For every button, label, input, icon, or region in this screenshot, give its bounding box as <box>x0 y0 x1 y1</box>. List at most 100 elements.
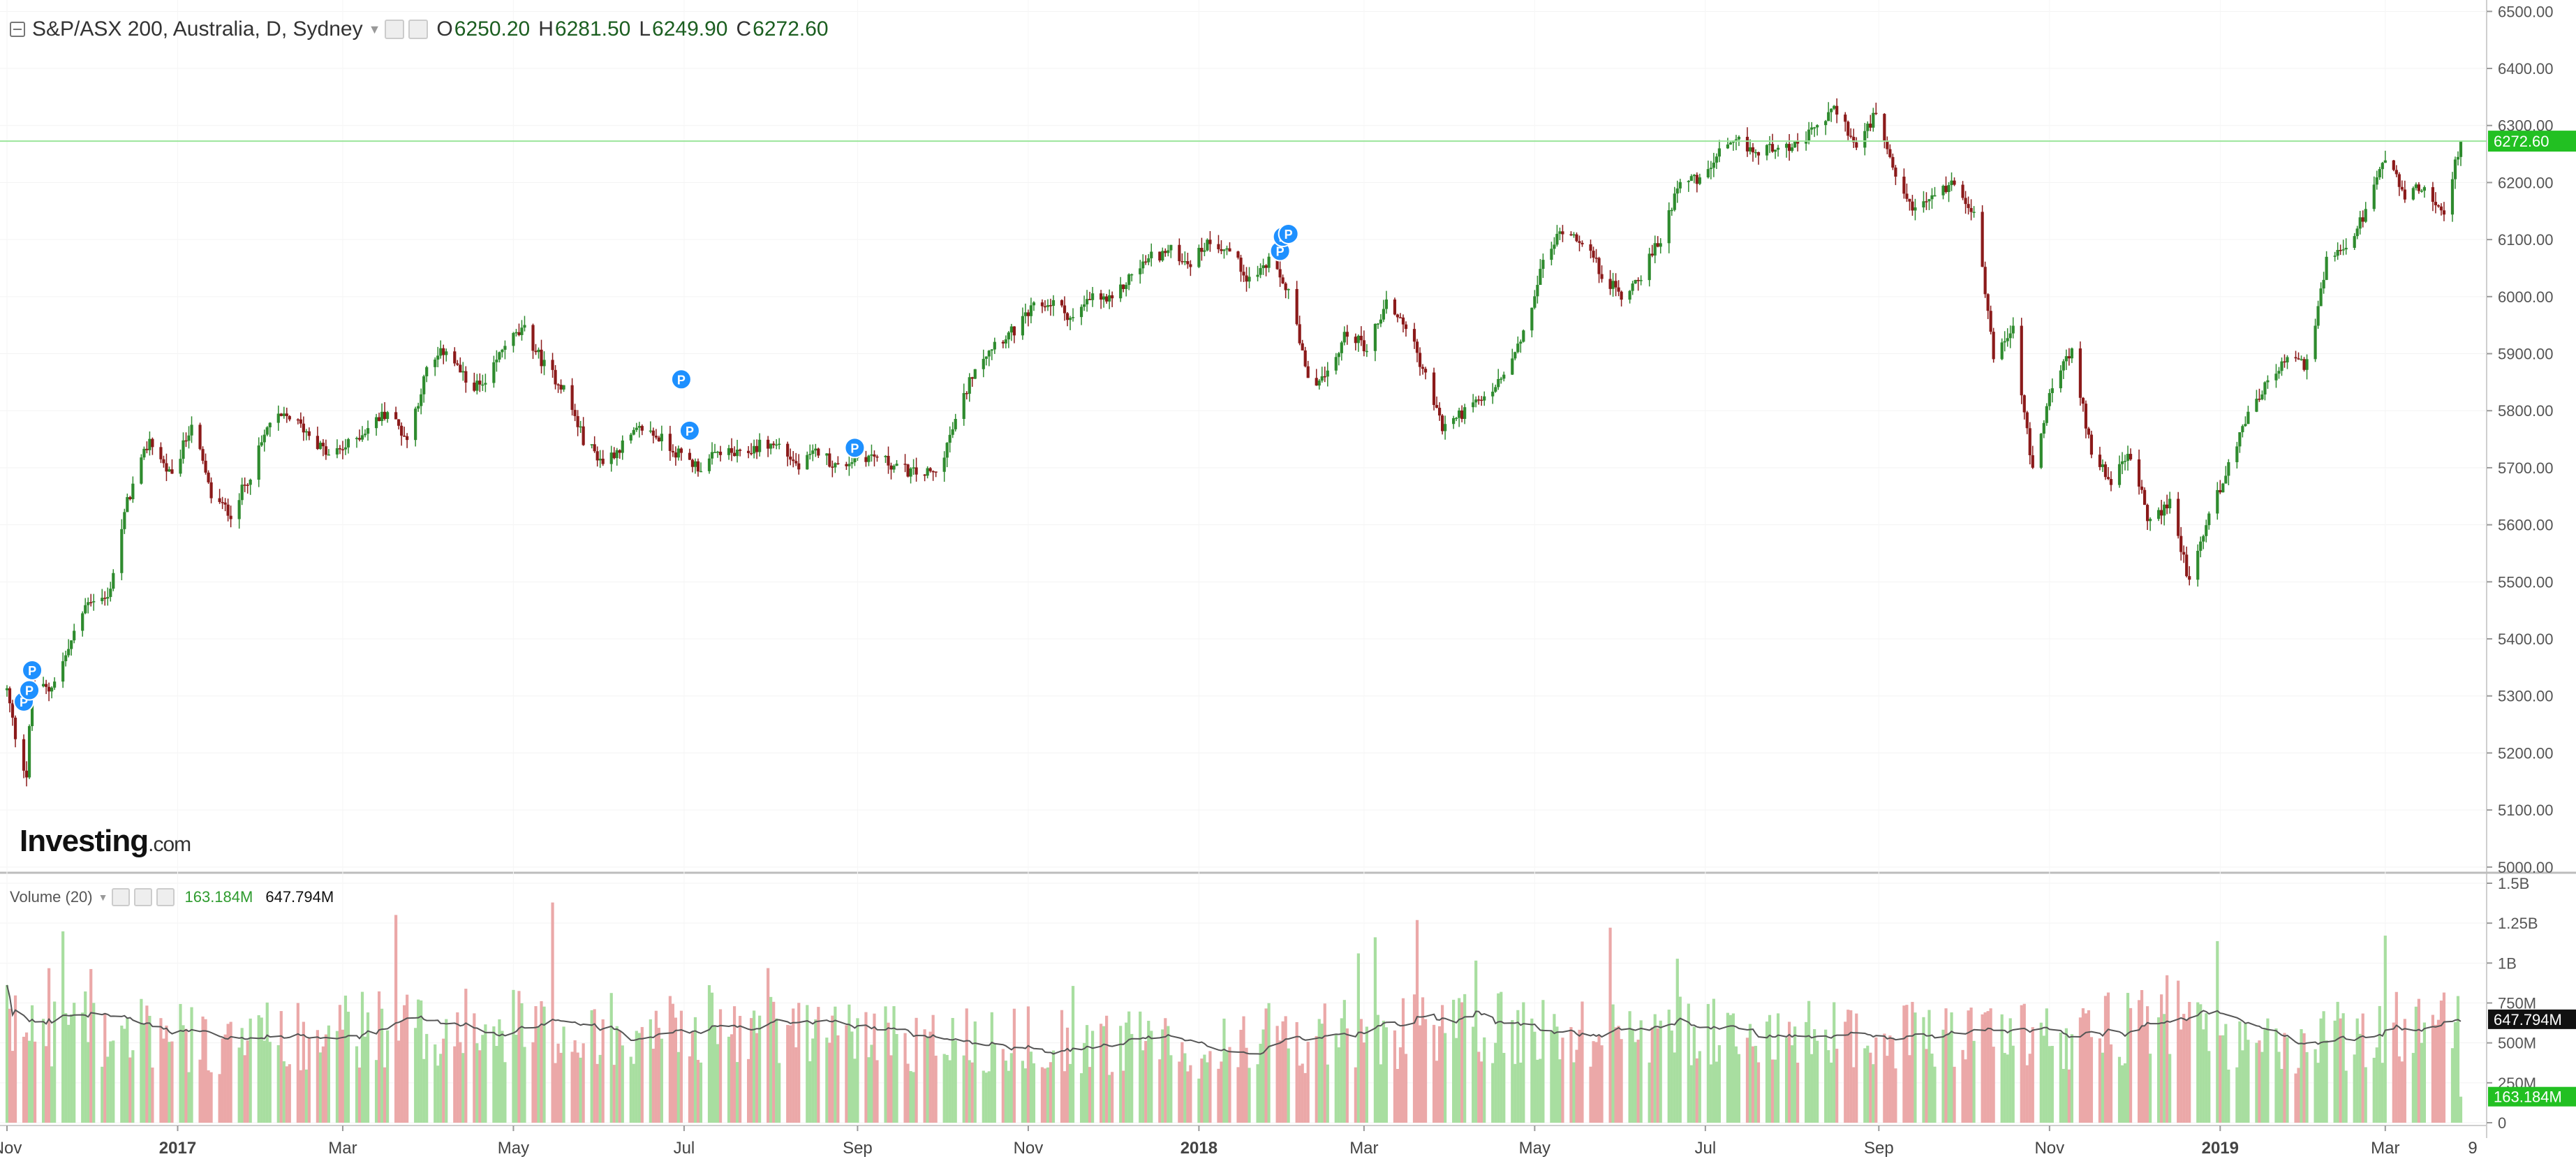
candle-body <box>2453 159 2457 179</box>
candle-body <box>688 452 692 460</box>
volume-bar <box>2305 1051 2309 1123</box>
candle-body <box>1001 341 1005 344</box>
volume-bar <box>1158 1059 1162 1123</box>
price-tick-label: 5700.00 <box>2498 459 2554 477</box>
close-icon[interactable] <box>156 888 175 906</box>
volume-bar <box>246 1040 249 1123</box>
volume-title[interactable]: Volume (20) <box>10 888 93 906</box>
volume-bar <box>2459 1096 2463 1123</box>
volume-bar <box>2434 1024 2438 1123</box>
candle-body <box>1594 258 1598 259</box>
candle-body <box>198 425 202 450</box>
candle-body <box>276 413 280 423</box>
candle-body <box>492 362 496 383</box>
gear-icon[interactable] <box>408 20 429 39</box>
candle-body <box>204 460 207 473</box>
volume-bar <box>89 968 93 1123</box>
candle-body <box>1029 305 1033 316</box>
candle-body <box>1228 248 1231 252</box>
volume-legend: Volume (20) ▼ 163.184M 647.794M <box>10 885 334 909</box>
last-volume-tag <box>2488 1086 2576 1107</box>
volume-bar <box>1953 1066 1956 1123</box>
chevron-down-icon[interactable]: ▼ <box>98 892 108 903</box>
candle-body <box>2280 361 2283 371</box>
candle-body <box>1440 415 1444 431</box>
volume-bar <box>484 1024 487 1123</box>
candle-body <box>1589 244 1592 251</box>
volume-bar <box>1315 1035 1318 1123</box>
volume-bar <box>1930 1054 1934 1123</box>
close-value: 6272.60 <box>753 17 829 40</box>
candle-body <box>484 383 487 385</box>
volume-bar <box>1139 1011 1142 1123</box>
volume-bar <box>1756 1062 1761 1123</box>
chevron-down-icon[interactable]: ▼ <box>368 22 381 36</box>
candle-body <box>1787 144 1791 152</box>
candle-body <box>1592 251 1595 258</box>
candle-body <box>1040 302 1044 307</box>
volume-bar <box>1617 1026 1620 1123</box>
candle-body <box>1519 341 1523 344</box>
candle-body <box>473 382 476 391</box>
candle-body <box>1500 378 1503 380</box>
symbol-title[interactable]: S&P/ASX 200, Australia, D, Sydney <box>32 17 363 40</box>
candle-body <box>2103 464 2108 478</box>
candle-body <box>2361 217 2364 222</box>
candle-body <box>850 462 854 464</box>
volume-bar <box>1731 1013 1735 1123</box>
volume-tick-label: 500M <box>2498 1035 2536 1052</box>
candle-body <box>1012 326 1016 336</box>
settings-icon[interactable] <box>385 20 405 39</box>
volume-bar <box>2003 1053 2006 1123</box>
volume-bar <box>223 1034 227 1123</box>
volume-bar <box>1902 1005 1906 1123</box>
candle-body <box>296 419 299 421</box>
gear-icon[interactable] <box>134 888 153 906</box>
volume-bar <box>1536 1059 1539 1123</box>
candle-body <box>2450 179 2455 215</box>
candle-body <box>1953 180 1956 185</box>
volume-bar <box>2142 1026 2147 1123</box>
volume-bar <box>710 992 714 1123</box>
candle-body <box>501 349 504 353</box>
volume-bar <box>520 1003 524 1123</box>
candle-body <box>615 450 619 459</box>
volume-bar <box>1575 1049 1578 1123</box>
volume-bar <box>718 1009 723 1123</box>
last-price-tag <box>2488 131 2576 152</box>
volume-bar <box>1401 998 1405 1123</box>
candle-body <box>845 464 848 466</box>
volume-bar <box>1102 1026 1106 1123</box>
candle-body <box>867 455 871 462</box>
volume-bar <box>2199 1004 2203 1123</box>
candle-body <box>1376 323 1380 325</box>
candle-body <box>2227 462 2230 476</box>
candle-body <box>414 408 417 441</box>
volume-bar <box>2436 1019 2441 1123</box>
candle-body <box>554 369 557 385</box>
event-marker-icon <box>670 369 692 390</box>
candle-body <box>92 601 96 603</box>
candle-body <box>47 686 51 692</box>
candle-body <box>67 649 71 656</box>
volume-bar <box>1925 1049 1928 1123</box>
candle-body <box>2394 170 2398 175</box>
volume-bar <box>366 1012 370 1123</box>
candle-body <box>612 452 616 459</box>
volume-bar <box>1236 1067 1240 1123</box>
volume-bar <box>1964 1059 1967 1123</box>
volume-bar <box>593 1009 596 1123</box>
collapse-icon[interactable] <box>10 22 25 37</box>
candle-body <box>2003 341 2006 343</box>
candle-body <box>794 461 798 464</box>
candle-body <box>671 450 674 452</box>
candle-body <box>847 464 851 466</box>
candle-body <box>1709 168 1712 170</box>
settings-icon[interactable] <box>112 888 131 906</box>
candle-body <box>1295 288 1298 325</box>
volume-bar <box>640 1026 644 1123</box>
volume-bar <box>1141 1050 1145 1123</box>
volume-bar <box>1533 1031 1537 1123</box>
candle-body <box>2392 160 2395 170</box>
